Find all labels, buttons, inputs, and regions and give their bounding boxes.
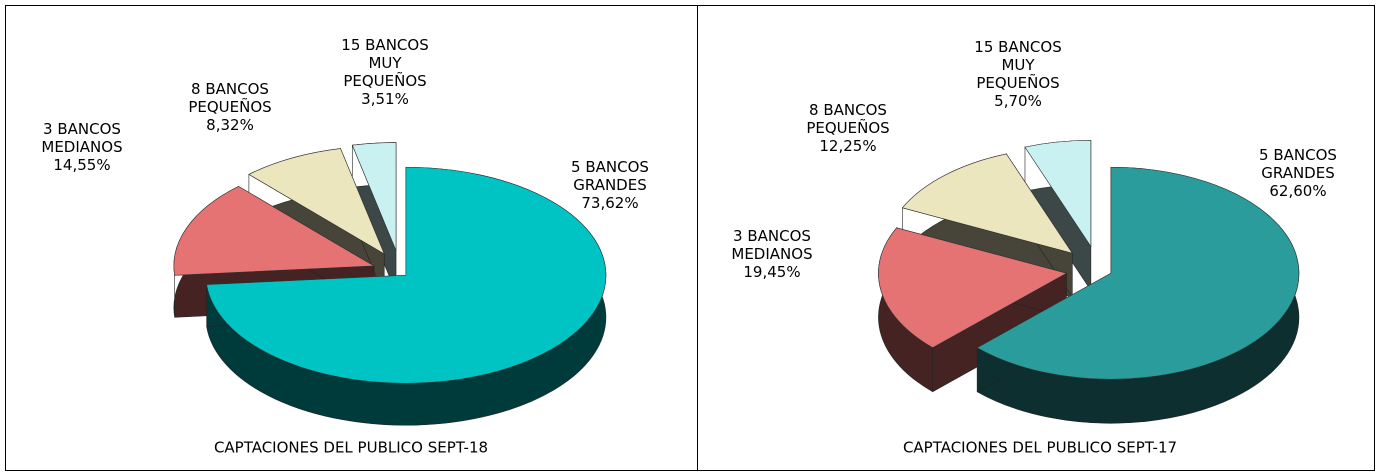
category-label: 8 BANCOS PEQUEÑOS	[188, 80, 272, 116]
slice	[248, 148, 385, 255]
category-label: 5 BANCOS GRANDES	[571, 158, 649, 194]
slice-label: 8 BANCOS PEQUEÑOS 12,25%	[792, 101, 904, 155]
chart-title: CAPTACIONES DEL PUBLICO SEPT-17	[903, 439, 1177, 457]
value-label: 3,51%	[361, 90, 409, 108]
slice-label: 3 BANCOS MEDIANOS 14,55%	[26, 120, 138, 174]
category-label: 8 BANCOS PEQUEÑOS	[806, 101, 890, 137]
chart-title: CAPTACIONES DEL PUBLICO SEPT-18	[214, 439, 488, 457]
slice-label: 3 BANCOS MEDIANOS 19,45%	[716, 227, 828, 281]
slice-label: 8 BANCOS PEQUEÑOS 8,32%	[174, 80, 286, 134]
slice	[901, 153, 1073, 254]
category-label: 3 BANCOS MEDIANOS	[41, 120, 123, 156]
category-label: 15 BANCOS MUY PEQUEÑOS	[974, 38, 1062, 92]
slice-label: 5 BANCOS GRANDES 62,60%	[1242, 146, 1354, 200]
slice	[173, 186, 375, 276]
slice	[878, 227, 1068, 349]
slice-label: 5 BANCOS GRANDES 73,62%	[554, 158, 666, 212]
category-label: 15 BANCOS MUY PEQUEÑOS	[341, 36, 429, 90]
category-label: 5 BANCOS GRANDES	[1259, 146, 1337, 182]
slice	[1024, 140, 1092, 248]
slice-label: 15 BANCOS MUY PEQUEÑOS 5,70%	[962, 38, 1074, 110]
value-label: 14,55%	[53, 156, 111, 174]
slice-label: 15 BANCOS MUY PEQUEÑOS 3,51%	[329, 36, 441, 108]
slice	[351, 142, 397, 251]
slice	[206, 166, 607, 384]
value-label: 8,32%	[206, 116, 254, 134]
value-label: 62,60%	[1269, 182, 1327, 200]
value-label: 12,25%	[819, 137, 877, 155]
slice	[976, 166, 1300, 380]
value-label: 5,70%	[994, 92, 1042, 110]
category-label: 3 BANCOS MEDIANOS	[731, 227, 813, 263]
value-label: 19,45%	[743, 263, 801, 281]
value-label: 73,62%	[581, 194, 639, 212]
